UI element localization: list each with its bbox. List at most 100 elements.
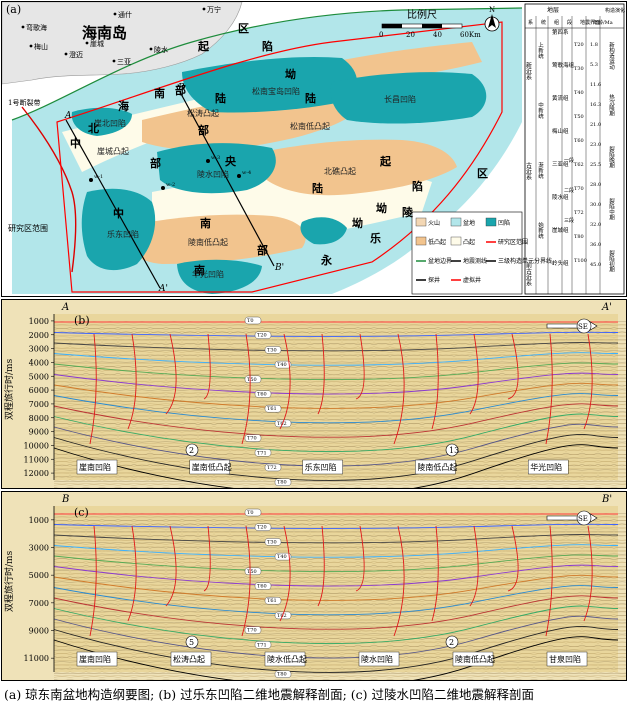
fault-line <box>279 333 291 430</box>
horizon-label: T0 <box>247 510 254 516</box>
horizon-tag-bg <box>254 523 272 531</box>
seismic-reflector <box>53 629 626 632</box>
unit-label-box <box>415 459 456 475</box>
zone-label: 陵 <box>402 205 414 219</box>
seismic-reflector <box>53 516 626 518</box>
seismic-reflector <box>53 641 626 643</box>
structural-map-panel: 地层 构造演化系 统 组 段 地震界面 年龄/Ma 新近系 古近系 前古近系 上新统 中新统 渐新统 始新… <box>1 1 627 297</box>
y-tick-label: 9000 <box>29 627 49 636</box>
depression-area <box>71 107 132 136</box>
seismic-reflector <box>53 479 626 482</box>
fault-line <box>317 525 325 607</box>
zone-label: 央 <box>225 154 237 168</box>
zone-label: 陆 <box>305 91 316 105</box>
seismic-reflector <box>53 663 626 666</box>
table-series: 上新统 <box>537 41 544 60</box>
zone-label: 陷 <box>412 179 423 193</box>
fault-line <box>469 525 479 607</box>
seismic-line-label: B <box>177 83 185 93</box>
y-tick-label: 1000 <box>29 317 49 326</box>
seismic-reflector <box>53 546 626 549</box>
town-marker-icon <box>202 7 206 11</box>
zone-label: 起 <box>197 39 210 53</box>
seismic-reflector <box>53 622 626 624</box>
seismic-reflector <box>53 449 626 451</box>
fault-line <box>89 333 97 445</box>
horizon-line <box>53 615 619 659</box>
fault-line <box>279 525 291 622</box>
y-tick-label: 12000 <box>24 469 49 478</box>
horizon-tag-bg <box>254 641 272 649</box>
unit-label: 陵水凹陷 <box>361 654 393 664</box>
seismic-reflector <box>53 649 626 651</box>
depression-area <box>157 143 276 194</box>
fault-number-label: 5 <box>189 638 194 647</box>
fault-line <box>203 333 211 400</box>
table-formation: 陵水组 <box>552 193 569 201</box>
fault-line <box>545 525 553 637</box>
table-horizon: T60 <box>574 138 584 144</box>
zone-label: 起 <box>379 154 392 168</box>
seismic-reflector <box>53 603 626 606</box>
seismic-reflector <box>53 323 626 325</box>
seismic-reflector <box>53 584 626 586</box>
table-age: 1.8 <box>590 42 598 48</box>
unit-label-box <box>76 651 118 667</box>
direction-label: SE <box>578 515 588 523</box>
table-age: 45.0 <box>590 262 601 268</box>
table-horizon: T72 <box>574 210 584 216</box>
legend-label: 低凸起 <box>428 238 446 246</box>
table-formation: 莺歌海组 <box>552 61 575 69</box>
table-evolution: 裂陷中期 <box>608 197 615 222</box>
depression-area <box>300 217 347 245</box>
y-axis-label: 双程旅行时/ms <box>3 358 15 420</box>
horizon-label: T70 <box>247 436 257 442</box>
structural-unit-label: 长昌凹陷 <box>384 94 416 104</box>
zone-label: 南 <box>154 86 165 100</box>
unit-label: 崖南凹陷 <box>79 462 111 472</box>
fault-line <box>241 525 251 637</box>
seismic-reflector <box>53 457 626 459</box>
seismic-reflector <box>53 483 626 485</box>
structural-unit-label: 松南低凸起 <box>290 121 330 131</box>
seismic-reflector <box>53 610 626 612</box>
seismic-line-aa <box>65 119 161 289</box>
unit-label: 华光凹陷 <box>530 462 562 472</box>
unit-label: 陵水低凸起 <box>267 654 307 664</box>
seismic-reflector <box>53 520 626 522</box>
seismic-reflector <box>53 373 626 376</box>
zone-label: 南 <box>194 263 205 277</box>
zone-label: 陆 <box>312 181 323 195</box>
horizon-label: T62 <box>277 421 287 427</box>
seismic-reflector <box>53 327 626 329</box>
horizon-line <box>53 626 619 673</box>
zone-label: 坳 <box>285 67 296 81</box>
table-series: 中新统 <box>537 101 544 120</box>
table-horizon: T62 <box>574 162 584 168</box>
legend-label: 凸起 <box>463 238 475 246</box>
table-horizon: T20 <box>574 42 584 48</box>
table-horizon: T40 <box>574 90 584 96</box>
well-label: w-3 <box>211 155 220 161</box>
unit-label-box <box>264 651 306 667</box>
table-subheader: 系 <box>528 19 533 26</box>
seismic-reflector <box>53 637 626 639</box>
fault-number-badge <box>445 443 459 457</box>
depression-area <box>330 72 487 124</box>
seismic-reflector <box>53 599 626 601</box>
horizon-tag-bg <box>264 463 282 472</box>
seismic-reflector <box>53 423 626 425</box>
town-label: 梅山 <box>34 42 48 51</box>
seismic-reflector <box>53 378 626 380</box>
structural-unit-label: 陵水凹陷 <box>197 169 229 179</box>
legend-label: 盆地 <box>463 219 475 227</box>
well-icon <box>161 186 165 190</box>
table-series: 始新统 <box>537 221 544 240</box>
horizon-label: T61 <box>267 598 277 604</box>
seismic-section-svg: T0T20T30T40T50T60T61T62T70T71T72T80T1001… <box>3 302 626 488</box>
seismic-reflector <box>53 476 626 478</box>
fault-line <box>431 333 439 430</box>
table-age: 21.0 <box>590 122 601 128</box>
table-age: 11.6 <box>590 82 601 88</box>
depression-area <box>81 188 156 271</box>
